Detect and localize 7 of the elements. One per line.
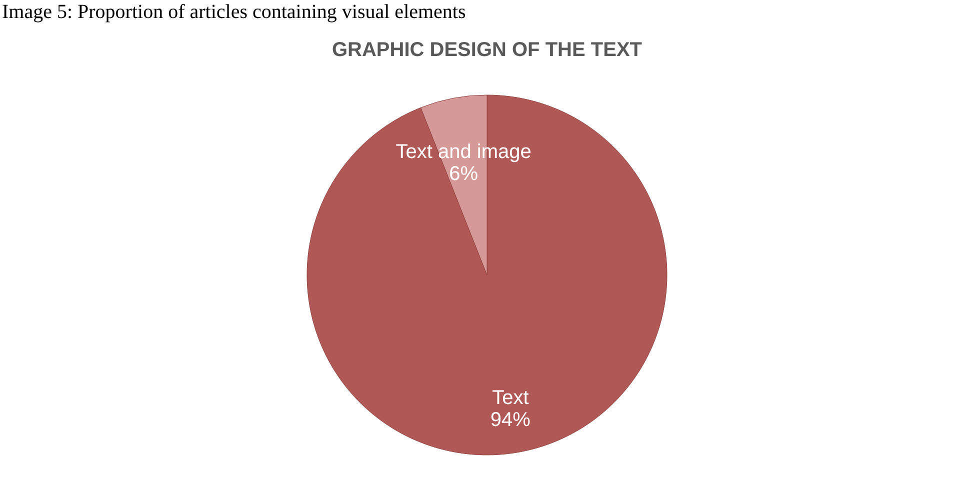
- data-label: 94%: [490, 408, 531, 431]
- slice-label: Text and image: [396, 141, 532, 164]
- data-label: 6%: [449, 163, 478, 186]
- text: Image 5: Proportion of articles containing visual elements: [2, 1, 466, 23]
- slice-label: Text: [492, 386, 530, 409]
- pie-slice: [306, 94, 668, 455]
- chart-title: GRAPHIC DESIGN OF THE TEXT: [332, 39, 642, 61]
